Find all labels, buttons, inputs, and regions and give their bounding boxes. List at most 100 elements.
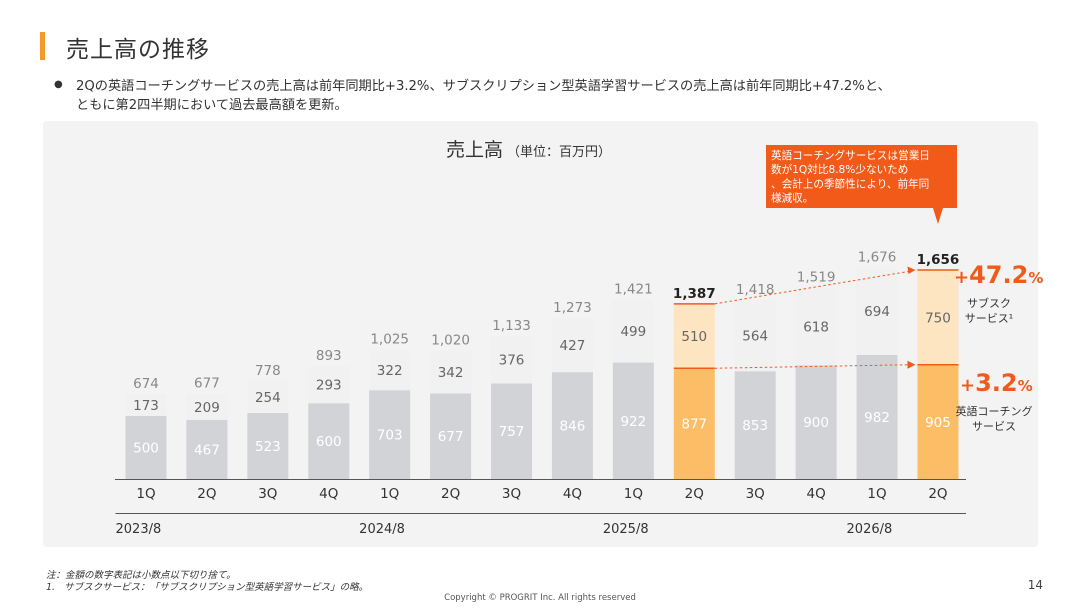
page-number: 14 xyxy=(1027,578,1043,592)
subscription-growth-arrow xyxy=(714,270,912,305)
total-value-label: 1,418 xyxy=(736,282,775,298)
subscription-growth-name: サブスク xyxy=(967,296,1011,310)
coaching-value-label: 703 xyxy=(377,428,403,444)
bar-subscription xyxy=(308,366,350,404)
coaching-growth-name: 英語コーチング xyxy=(956,404,1033,418)
callout-text-line: 数が1Q対比8.8%少ないため xyxy=(771,163,908,176)
bar-subscription xyxy=(917,269,959,365)
x-tick-label: 3Q xyxy=(502,486,521,502)
total-value-label: 1,676 xyxy=(858,249,897,265)
footnote: 注：金額の数字表記は小数点以下切り捨て。 1. サブスクサービス：「サブスクリプ… xyxy=(46,570,369,593)
coaching-arrowhead xyxy=(907,360,916,369)
bar-subscription xyxy=(491,335,533,384)
bar-coaching xyxy=(612,362,654,479)
coaching-value-label: 523 xyxy=(255,439,281,455)
x-tick-label: 1Q xyxy=(867,486,886,502)
coaching-value-label: 900 xyxy=(803,415,829,431)
x-tick-label: 4Q xyxy=(807,486,826,502)
subscription-value-label: 618 xyxy=(803,319,829,335)
chart-title: 売上高 （単位：百万円） xyxy=(446,139,611,161)
bar-coaching xyxy=(673,368,715,479)
callout-text-line: 様減収。 xyxy=(771,192,813,205)
subscription-value-label: 254 xyxy=(255,390,281,406)
total-value-label: 1,387 xyxy=(673,286,716,302)
title-accent-bar xyxy=(40,32,45,60)
coaching-value-label: 853 xyxy=(742,418,768,434)
subscription-value-label: 499 xyxy=(620,324,646,340)
subscription-arrowhead xyxy=(907,266,916,274)
coaching-value-label: 982 xyxy=(864,410,890,426)
bar-coaching xyxy=(247,412,289,479)
fiscal-year-label: 2025/8 xyxy=(603,522,649,537)
coaching-value-label: 500 xyxy=(133,440,159,456)
bar-coaching xyxy=(795,365,837,479)
coaching-value-label: 677 xyxy=(438,429,464,445)
subscription-value-label: 322 xyxy=(377,363,403,379)
x-tick-label: 4Q xyxy=(319,486,338,502)
bar-coaching xyxy=(551,372,593,479)
bar-coaching xyxy=(917,364,959,479)
coaching-growth-value: +3.2% xyxy=(960,369,1033,397)
bar-subscription xyxy=(247,380,289,413)
total-value-label: 893 xyxy=(316,348,342,364)
total-value-label: 1,656 xyxy=(917,252,960,268)
bar-coaching xyxy=(186,420,228,479)
subscription-value-label: 694 xyxy=(864,304,890,320)
total-value-label: 1,133 xyxy=(492,318,531,334)
subscription-value-label: 427 xyxy=(560,338,586,354)
bar-subscription xyxy=(856,267,898,355)
lead-text: 2Qの英語コーチングサービスの売上高は前年同期比+3.2%、サブスクリプション型… xyxy=(76,77,1056,115)
total-value-label: 1,025 xyxy=(370,332,409,348)
subscription-growth-value: +47.2% xyxy=(954,261,1043,289)
coaching-value-label: 877 xyxy=(681,417,707,433)
subscription-value-label: 209 xyxy=(194,400,220,416)
bar-subscription xyxy=(551,318,593,373)
coaching-growth-name: サービス xyxy=(972,420,1016,433)
bar-subscription xyxy=(673,303,715,369)
bar-subscription xyxy=(430,350,472,394)
coaching-value-label: 467 xyxy=(194,443,220,459)
bar-subscription xyxy=(186,393,228,421)
x-tick-label: 1Q xyxy=(624,486,643,502)
subscription-value-label: 173 xyxy=(133,398,159,414)
page-title: 売上高の推移 xyxy=(66,37,210,63)
callout-text-line: 、会計上の季節性により、前年同 xyxy=(771,177,929,190)
bar-coaching xyxy=(430,393,472,479)
coaching-value-label: 905 xyxy=(925,415,951,431)
x-tick-label: 1Q xyxy=(380,486,399,502)
total-value-label: 674 xyxy=(133,376,159,392)
subscription-value-label: 750 xyxy=(925,310,951,326)
callout-pointer xyxy=(932,208,943,224)
x-tick-label: 1Q xyxy=(136,486,155,502)
bar-coaching xyxy=(491,383,533,479)
bar-subscription xyxy=(612,299,654,363)
fiscal-year-label: 2026/8 xyxy=(847,522,893,537)
subscription-value-label: 564 xyxy=(742,329,768,345)
bar-coaching xyxy=(856,354,898,479)
x-tick-label: 2Q xyxy=(441,486,460,502)
bar-coaching xyxy=(308,403,350,479)
bar-coaching xyxy=(734,371,776,479)
x-tick-label: 2Q xyxy=(928,486,947,502)
total-value-label: 1,421 xyxy=(614,282,653,298)
x-tick-label: 2Q xyxy=(685,486,704,502)
copyright: Copyright © PROGRIT Inc. All rights rese… xyxy=(444,593,636,603)
fiscal-year-label: 2023/8 xyxy=(116,522,162,537)
total-value-label: 1,020 xyxy=(431,332,470,348)
fiscal-year-label: 2024/8 xyxy=(359,522,405,537)
coaching-value-label: 600 xyxy=(316,434,342,450)
subscription-value-label: 510 xyxy=(681,329,707,345)
callout-text-line: 英語コーチングサービスは営業日 xyxy=(771,149,930,162)
subscription-value-label: 342 xyxy=(438,365,464,381)
total-value-label: 677 xyxy=(194,376,220,392)
bar-coaching xyxy=(125,415,167,479)
x-tick-label: 3Q xyxy=(258,486,277,502)
total-value-label: 778 xyxy=(255,363,281,379)
bar-subscription xyxy=(734,300,776,372)
lead-line-2: ともに第2四半期において過去最高額を更新。 xyxy=(76,98,348,113)
bar-coaching xyxy=(369,390,411,479)
subscription-value-label: 293 xyxy=(316,378,342,394)
coaching-value-label: 922 xyxy=(620,414,646,430)
bar-subscription xyxy=(369,349,411,391)
